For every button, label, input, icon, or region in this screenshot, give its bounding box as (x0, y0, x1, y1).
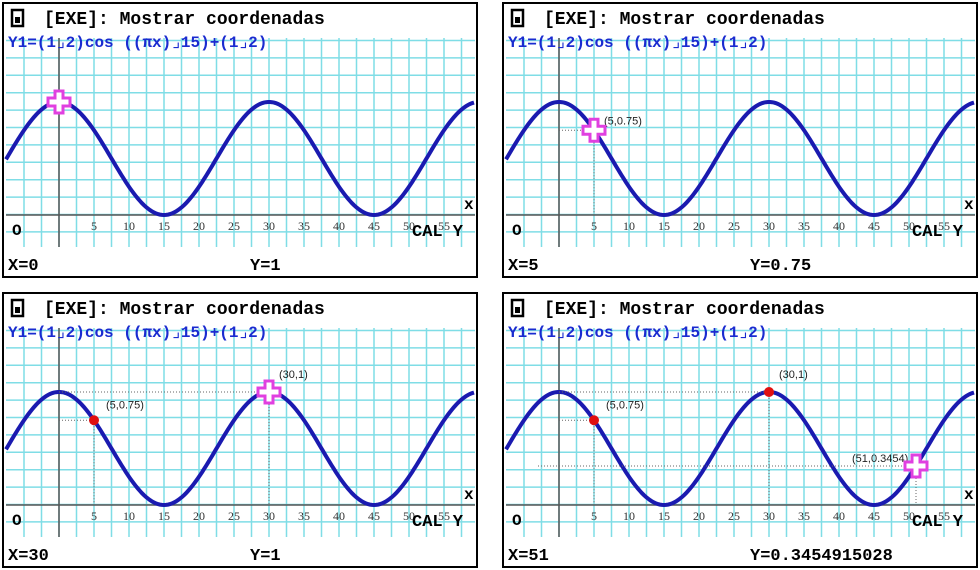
x-tick-label: 10 (623, 509, 635, 523)
point-label: (5,0.75) (106, 399, 144, 411)
calculator-screen: [EXE]: Mostrar coordenadas Y1=(1⌟2)cos ((… (2, 2, 478, 278)
x-tick-label: 35 (798, 219, 810, 233)
side-label: CAL Y (912, 223, 964, 242)
x-tick-label: 15 (658, 219, 670, 233)
origin-label: O (512, 512, 522, 530)
x-tick-label: 35 (298, 219, 310, 233)
battery-level (15, 307, 20, 313)
x-tick-label: 10 (123, 219, 135, 233)
x-tick-label: 45 (368, 219, 380, 233)
x-tick-label: 10 (623, 219, 635, 233)
x-tick-label: 25 (728, 219, 740, 233)
x-tick-label: 15 (158, 509, 170, 523)
battery-level (515, 307, 520, 313)
calculator-screen: [EXE]: Mostrar coordenadas Y1=(1⌟2)cos ((… (502, 2, 978, 278)
status-x: X=5 (508, 257, 539, 276)
visited-point (589, 415, 599, 425)
x-tick-label: 20 (193, 219, 205, 233)
x-tick-label: 20 (693, 219, 705, 233)
calculator-screen: [EXE]: Mostrar coordenadas Y1=(1⌟2)cos ((… (2, 292, 478, 568)
x-tick-label: 35 (798, 509, 810, 523)
x-tick-label: 15 (658, 509, 670, 523)
side-label: CAL Y (412, 223, 464, 242)
status-y: Y=1 (250, 547, 281, 566)
visited-point (764, 387, 774, 397)
x-tick-label: 5 (591, 509, 597, 523)
x-tick-label: 5 (91, 219, 97, 233)
header-text: [EXE]: Mostrar coordenadas (544, 300, 825, 320)
origin-label: O (12, 512, 22, 530)
side-label: CAL Y (412, 513, 464, 532)
x-tick-label: 35 (298, 509, 310, 523)
status-y: Y=0.75 (750, 257, 811, 276)
origin-label: O (12, 222, 22, 240)
x-tick-label: 30 (263, 219, 275, 233)
x-tick-label: 40 (833, 219, 845, 233)
status-bg (504, 250, 976, 276)
x-tick-label: 45 (368, 509, 380, 523)
x-tick-label: 20 (693, 509, 705, 523)
x-tick-label: 45 (868, 219, 880, 233)
x-tick-label: 25 (228, 219, 240, 233)
x-tick-label: 15 (158, 219, 170, 233)
x-tick-label: 25 (228, 509, 240, 523)
x-tick-label: 25 (728, 509, 740, 523)
x-tick-label: 10 (123, 509, 135, 523)
header-text: [EXE]: Mostrar coordenadas (544, 10, 825, 30)
x-axis-label: x (464, 486, 474, 504)
point-label: (5,0.75) (604, 115, 642, 127)
formula: Y1=(1⌟2)cos ((πx)⌟15)+(1⌟2) (8, 324, 267, 342)
battery-level (15, 17, 20, 23)
x-axis-label: x (964, 196, 974, 214)
x-axis-label: x (464, 196, 474, 214)
x-tick-label: 30 (763, 509, 775, 523)
x-tick-label: 5 (91, 509, 97, 523)
x-tick-label: 40 (333, 509, 345, 523)
point-label: (5,0.75) (606, 399, 644, 411)
x-tick-label: 5 (591, 219, 597, 233)
visited-point (89, 415, 99, 425)
status-y: Y=1 (250, 257, 281, 276)
x-axis-label: x (964, 486, 974, 504)
battery-level (515, 17, 520, 23)
x-tick-label: 40 (333, 219, 345, 233)
formula: Y1=(1⌟2)cos ((πx)⌟15)+(1⌟2) (508, 324, 767, 342)
calculator-screen: [EXE]: Mostrar coordenadas Y1=(1⌟2)cos ((… (502, 292, 978, 568)
status-x: X=30 (8, 547, 49, 566)
formula: Y1=(1⌟2)cos ((πx)⌟15)+(1⌟2) (8, 34, 267, 52)
x-tick-label: 20 (193, 509, 205, 523)
x-tick-label: 30 (263, 509, 275, 523)
x-tick-label: 45 (868, 509, 880, 523)
x-tick-label: 30 (763, 219, 775, 233)
status-bg (4, 250, 476, 276)
x-tick-label: 40 (833, 509, 845, 523)
status-x: X=51 (508, 547, 549, 566)
point-label: (30,1) (279, 369, 308, 381)
status-bg (4, 540, 476, 566)
header-text: [EXE]: Mostrar coordenadas (44, 300, 325, 320)
formula: Y1=(1⌟2)cos ((πx)⌟15)+(1⌟2) (508, 34, 767, 52)
point-label: (51,0.3454) (852, 453, 908, 465)
header-text: [EXE]: Mostrar coordenadas (44, 10, 325, 30)
origin-label: O (512, 222, 522, 240)
point-label: (30,1) (779, 369, 808, 381)
side-label: CAL Y (912, 513, 964, 532)
screen: [EXE]: Mostrar coordenadas Y1=(1⌟2)cos ((… (0, 0, 980, 570)
status-y: Y=0.3454915028 (750, 547, 893, 566)
status-bg (504, 540, 976, 566)
status-x: X=0 (8, 257, 39, 276)
